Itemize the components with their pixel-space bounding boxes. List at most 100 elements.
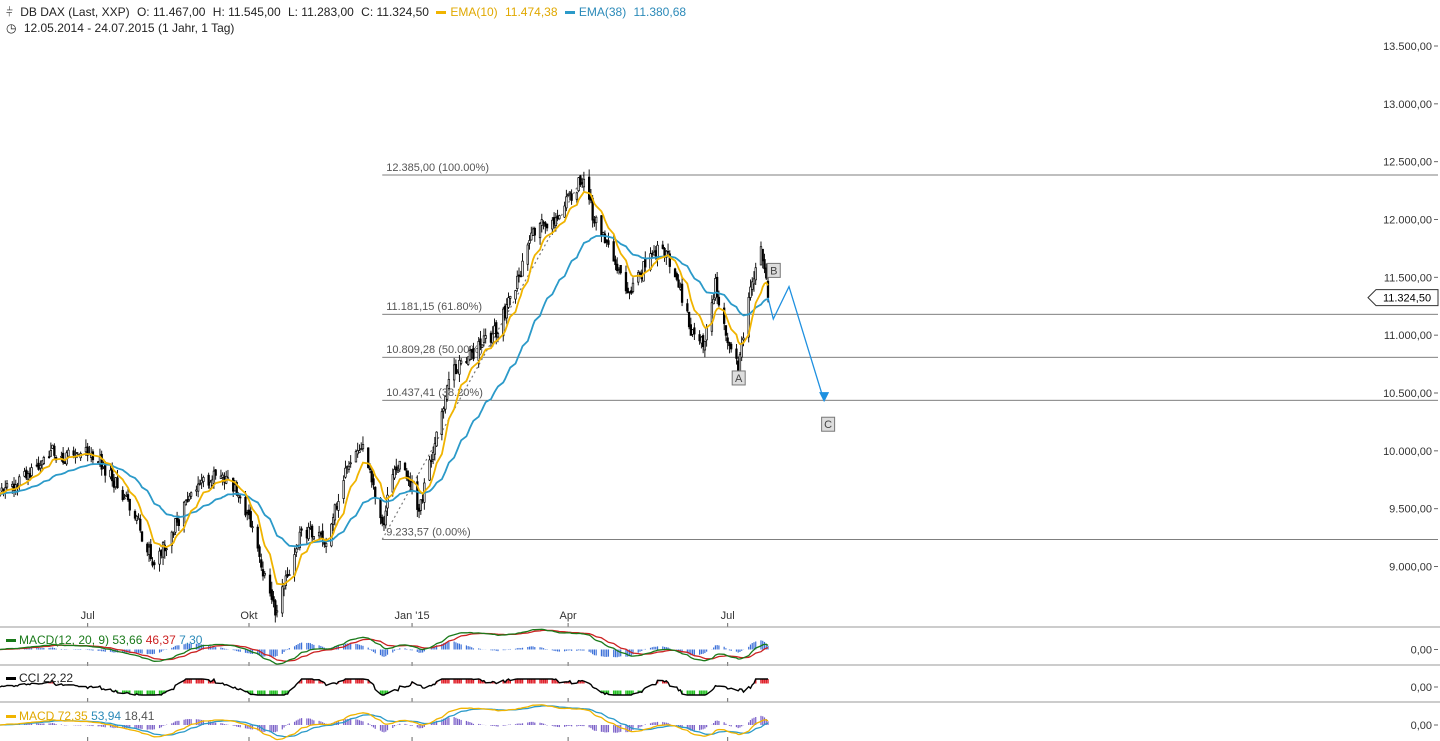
candle-body xyxy=(442,408,445,412)
candle-body xyxy=(360,448,363,450)
macd2-hist-value: 18,41 xyxy=(124,709,155,723)
candle-body xyxy=(602,232,605,235)
candle-body xyxy=(310,525,314,538)
candle-body xyxy=(391,474,394,493)
candle-body xyxy=(530,232,533,241)
candle-body xyxy=(493,325,496,335)
candle-body xyxy=(139,518,142,531)
candle-body xyxy=(140,531,144,542)
ema10-value: 11.474,38 xyxy=(505,5,558,19)
candle-body xyxy=(288,574,291,576)
candle-body xyxy=(710,302,714,332)
candle-body xyxy=(321,530,324,540)
candle-body xyxy=(324,542,328,547)
candle-body xyxy=(335,506,338,510)
candle-body xyxy=(528,240,531,244)
candle-body xyxy=(468,349,472,361)
y-tick-label: 11.500,00 xyxy=(1384,272,1432,284)
period-text: 12.05.2014 - 24.07.2015 (1 Jahr, 1 Tag) xyxy=(23,21,235,35)
projection-arrowhead xyxy=(819,392,830,403)
candle-body xyxy=(502,308,505,337)
candle-body xyxy=(554,217,557,226)
candle-body xyxy=(28,473,31,478)
candle-body xyxy=(309,526,312,529)
last-price-marker xyxy=(1367,289,1439,307)
candle-body xyxy=(344,467,347,478)
candle-body xyxy=(202,477,205,482)
candle-body xyxy=(517,274,521,277)
y-tick-label: 12.000,00 xyxy=(1383,215,1432,227)
x-tick-label: Apr xyxy=(560,610,577,622)
candle-body xyxy=(295,548,298,553)
candle-body xyxy=(526,244,529,265)
ema10-line xyxy=(0,190,769,586)
macd2-legend: MACD 72,35 53,94 18,41 xyxy=(6,709,154,723)
candle-body xyxy=(749,286,752,298)
indicator-zero-label: 0,00 xyxy=(1411,645,1432,657)
candle-body xyxy=(477,341,480,361)
candle-body xyxy=(184,500,188,506)
candle-body xyxy=(630,290,633,294)
candle-body xyxy=(354,451,358,463)
candle-body xyxy=(686,303,689,312)
candle-body xyxy=(361,444,365,450)
y-tick-label: 10.500,00 xyxy=(1383,388,1432,400)
candle-body xyxy=(565,196,568,209)
candle-body xyxy=(616,263,619,271)
candle-body xyxy=(693,327,696,335)
candle-body xyxy=(239,496,242,499)
period-row: ◷ 12.05.2014 - 24.07.2015 (1 Jahr, 1 Tag… xyxy=(6,21,238,35)
candle-body xyxy=(26,473,30,480)
candle-body xyxy=(116,477,119,489)
candle-body xyxy=(97,461,100,464)
candle-body xyxy=(356,450,359,455)
candle-body xyxy=(235,482,238,496)
candle-body xyxy=(445,385,449,400)
candle-body xyxy=(0,487,3,492)
candle-body xyxy=(261,569,265,577)
candle-body xyxy=(170,531,173,546)
candle-body xyxy=(72,450,75,456)
candle-body xyxy=(30,467,33,476)
candle-body xyxy=(146,543,149,553)
candle-body xyxy=(637,272,640,283)
candle-body xyxy=(232,477,235,492)
candle-body xyxy=(538,222,542,239)
indicator-signal-line xyxy=(0,705,769,738)
x-tick-label: Jul xyxy=(721,610,735,622)
candle-body xyxy=(381,517,384,524)
candle-body xyxy=(84,447,88,453)
candle-body xyxy=(160,549,163,556)
candle-body xyxy=(346,466,349,468)
fib-level-label: 11.181,15 (61.80%) xyxy=(386,301,482,313)
candle-body xyxy=(123,497,126,500)
candle-body xyxy=(482,335,486,343)
candle-body xyxy=(18,476,21,487)
candle-body xyxy=(759,246,763,266)
ema38-value: 11.380,68 xyxy=(633,5,687,19)
y-tick-label: 13.500,00 xyxy=(1383,41,1432,53)
y-tick-label: 9.000,00 xyxy=(1389,562,1432,574)
cci-line xyxy=(0,677,768,696)
candle-body xyxy=(200,479,203,484)
candle-body xyxy=(714,278,717,299)
cci-value: 22,22 xyxy=(43,671,74,685)
candle-body xyxy=(552,217,556,225)
indicator-main-line xyxy=(0,704,769,741)
candle-body xyxy=(133,511,137,519)
candle-body xyxy=(651,252,654,255)
candle-body xyxy=(603,233,607,243)
wave-label-box xyxy=(731,370,746,386)
candle-body xyxy=(367,447,370,468)
candle-body xyxy=(274,600,277,616)
candle-body xyxy=(209,481,212,489)
candle-body xyxy=(35,464,38,467)
candle-body xyxy=(673,268,677,278)
candle-body xyxy=(679,286,682,290)
candle-body xyxy=(619,264,622,274)
candle-body xyxy=(249,511,252,527)
candle-body xyxy=(566,193,570,196)
candle-body xyxy=(514,290,517,300)
candle-body xyxy=(63,462,67,464)
